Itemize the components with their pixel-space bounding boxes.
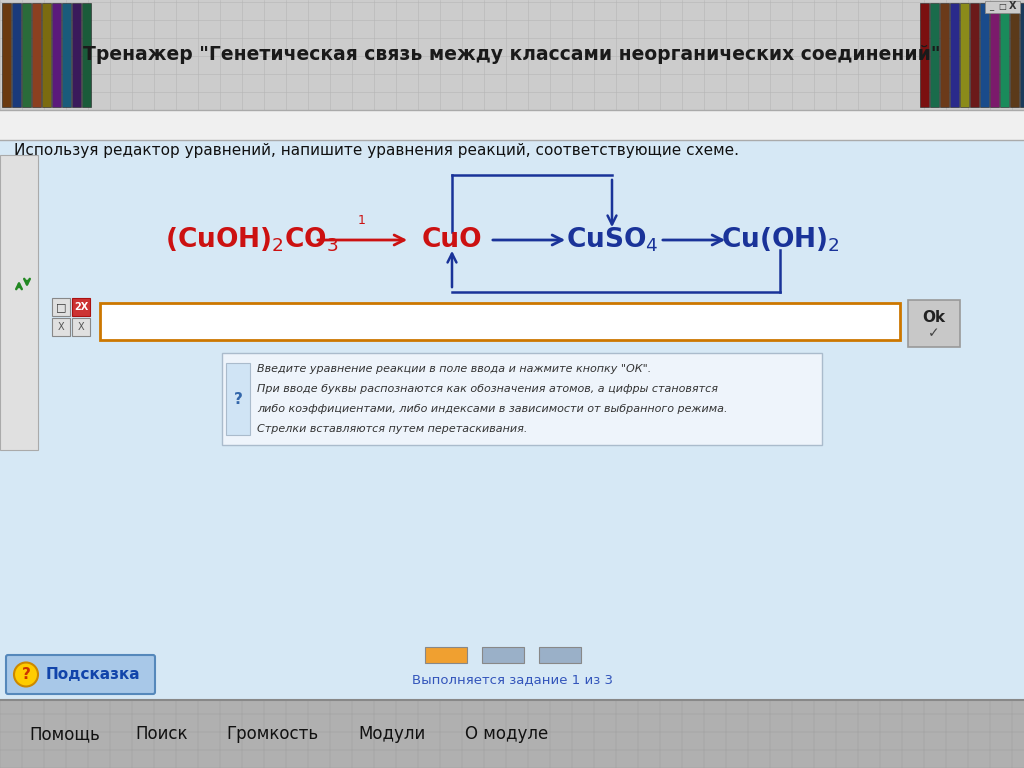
Bar: [32, 3, 41, 107]
Bar: [22, 3, 31, 107]
Bar: [42, 3, 51, 107]
Bar: [52, 3, 61, 107]
Bar: [82, 3, 91, 107]
Bar: [1020, 3, 1024, 107]
Bar: [100, 303, 900, 340]
Bar: [72, 298, 90, 316]
Bar: [52, 318, 70, 336]
Text: CuSO$_4$: CuSO$_4$: [565, 226, 658, 254]
Bar: [0, 700, 1024, 768]
Text: Тренажер "Генетическая связь между классами неорганических соединений": Тренажер "Генетическая связь между класс…: [83, 45, 941, 65]
Bar: [920, 3, 929, 107]
Bar: [940, 3, 949, 107]
Bar: [72, 3, 81, 107]
Bar: [985, 1, 1020, 13]
Text: X: X: [78, 322, 84, 332]
Bar: [990, 3, 999, 107]
Bar: [0, 155, 38, 450]
Text: ?: ?: [233, 392, 243, 406]
Bar: [950, 3, 959, 107]
Text: Введите уравнение реакции в поле ввода и нажмите кнопку "ОК".: Введите уравнение реакции в поле ввода и…: [257, 364, 651, 374]
Text: _: _: [989, 2, 993, 12]
Bar: [62, 3, 71, 107]
Bar: [0, 140, 1024, 700]
Bar: [226, 363, 250, 435]
Bar: [2, 3, 11, 107]
Bar: [482, 647, 524, 663]
Text: □: □: [55, 302, 67, 312]
Text: либо коэффициентами, либо индексами в зависимости от выбранного режима.: либо коэффициентами, либо индексами в за…: [257, 404, 727, 414]
Bar: [980, 3, 989, 107]
Bar: [908, 300, 961, 347]
Text: CuO: CuO: [422, 227, 482, 253]
Text: Cu(OH)$_2$: Cu(OH)$_2$: [721, 226, 840, 254]
Bar: [12, 3, 22, 107]
Text: При вводе буквы распознаются как обозначения атомов, а цифры становятся: При вводе буквы распознаются как обознач…: [257, 384, 718, 394]
Text: Выполняется задание 1 из 3: Выполняется задание 1 из 3: [412, 674, 612, 687]
Text: 1: 1: [358, 214, 366, 227]
Bar: [539, 647, 581, 663]
Text: Стрелки вставляются путем перетаскивания.: Стрелки вставляются путем перетаскивания…: [257, 424, 527, 434]
Text: ✓: ✓: [928, 326, 940, 340]
Text: X: X: [1009, 1, 1017, 11]
Text: Подсказка: Подсказка: [46, 667, 140, 682]
Text: Ok: Ok: [923, 310, 945, 326]
Bar: [0, 0, 1024, 110]
Bar: [425, 647, 467, 663]
Bar: [52, 298, 70, 316]
Text: О модуле: О модуле: [465, 725, 549, 743]
Bar: [930, 3, 939, 107]
Text: □: □: [998, 2, 1006, 12]
Circle shape: [14, 663, 38, 687]
Bar: [222, 353, 822, 445]
Bar: [72, 318, 90, 336]
Bar: [1000, 3, 1009, 107]
Text: Модули: Модули: [358, 725, 426, 743]
Text: Громкость: Громкость: [226, 725, 318, 743]
Bar: [0, 110, 1024, 140]
Bar: [961, 3, 969, 107]
Bar: [1010, 3, 1019, 107]
Bar: [970, 3, 979, 107]
Text: 2X: 2X: [74, 302, 88, 312]
Text: Поиск: Поиск: [136, 725, 188, 743]
Text: Используя редактор уравнений, напишите уравнения реакций, соответствующие схеме.: Используя редактор уравнений, напишите у…: [14, 143, 739, 157]
Text: ?: ?: [22, 667, 31, 682]
FancyBboxPatch shape: [6, 655, 155, 694]
Text: Помощь: Помощь: [30, 725, 100, 743]
Text: (CuOH)$_2$CO$_3$: (CuOH)$_2$CO$_3$: [165, 226, 339, 254]
Text: X: X: [57, 322, 65, 332]
